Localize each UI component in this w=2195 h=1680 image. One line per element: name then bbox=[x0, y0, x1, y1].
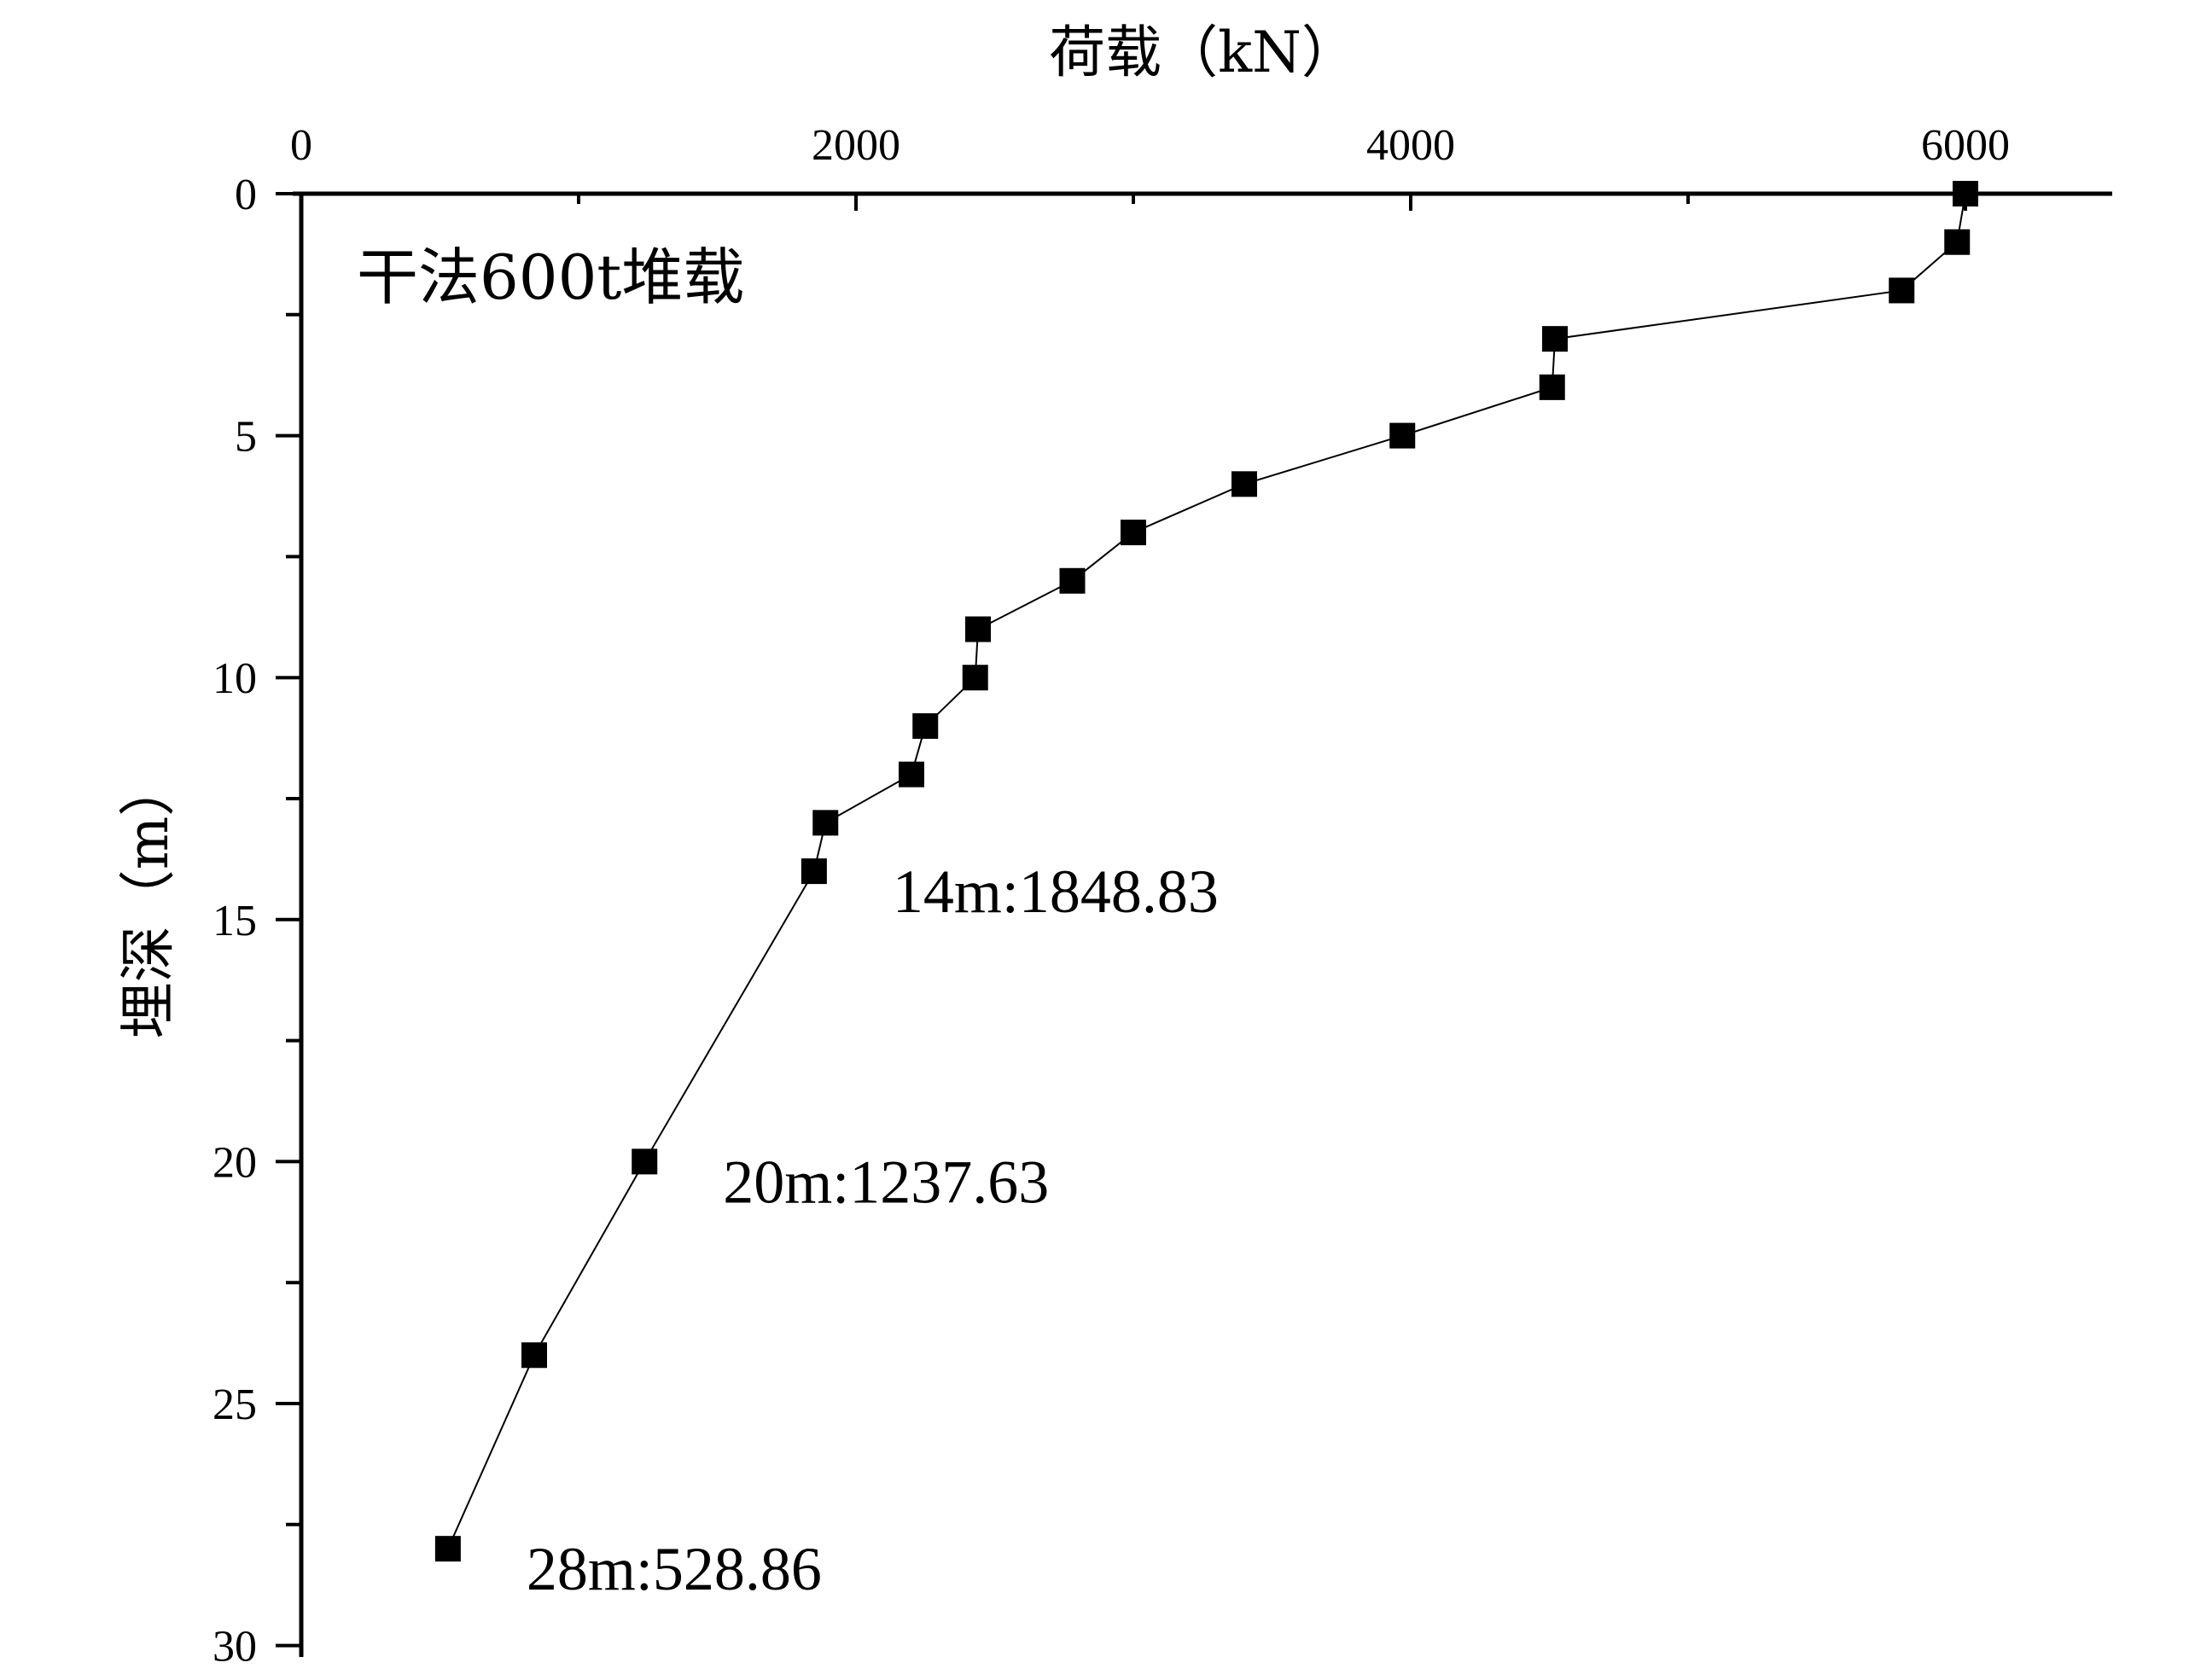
data-annotation: 14m:1848.83 bbox=[893, 857, 1219, 926]
y-axis-title: 埋深（m） bbox=[115, 760, 181, 1039]
chart-title: 干法600t堆载 bbox=[357, 241, 744, 313]
x-tick-label: 0 bbox=[290, 121, 312, 170]
series-line-segment bbox=[446, 1354, 535, 1549]
x-tick-label: 2000 bbox=[812, 121, 900, 170]
data-point-marker bbox=[1059, 567, 1086, 594]
series-line-segment bbox=[977, 579, 1073, 631]
x-tick-label: 6000 bbox=[1921, 121, 2010, 170]
data-annotation: 20m:1237.63 bbox=[723, 1148, 1049, 1216]
data-point-marker bbox=[1542, 326, 1568, 352]
series-markers bbox=[434, 181, 1978, 1562]
data-point-marker bbox=[1889, 277, 1915, 304]
series-line-segment bbox=[1243, 434, 1403, 485]
series-line-segment bbox=[533, 1160, 646, 1356]
y-axis-ticks: 0 5 10 15 20 25 30 bbox=[213, 171, 301, 1671]
data-point-marker bbox=[1231, 471, 1257, 497]
series-line-segment bbox=[1132, 483, 1245, 533]
x-axis-ticks: 0 2000 4000 6000 bbox=[290, 121, 2010, 211]
data-annotation: 28m:528.86 bbox=[527, 1535, 822, 1603]
data-point-marker bbox=[812, 810, 839, 836]
data-point-marker bbox=[1539, 374, 1565, 400]
data-point-marker bbox=[521, 1342, 547, 1369]
data-point-marker bbox=[962, 665, 988, 691]
y-tick-label: 25 bbox=[213, 1381, 257, 1429]
data-point-marker bbox=[1953, 181, 1978, 206]
data-point-marker bbox=[632, 1148, 658, 1175]
y-tick-label: 5 bbox=[235, 413, 257, 462]
data-point-marker bbox=[801, 858, 827, 885]
y-tick-label: 10 bbox=[213, 654, 257, 703]
x-axis-title: 荷载（kN） bbox=[1049, 20, 1358, 85]
y-tick-label: 30 bbox=[213, 1623, 257, 1671]
data-point-marker bbox=[965, 616, 991, 642]
series-line-segment bbox=[1554, 289, 1902, 340]
series-line-segment bbox=[1401, 386, 1553, 437]
y-tick-label: 15 bbox=[213, 897, 257, 945]
x-tick-label: 4000 bbox=[1366, 121, 1455, 170]
series-line-segment bbox=[824, 773, 912, 824]
y-tick-label: 20 bbox=[213, 1138, 257, 1187]
data-point-marker bbox=[434, 1536, 461, 1562]
data-point-marker bbox=[1121, 520, 1146, 546]
data-point-marker bbox=[912, 712, 939, 739]
data-point-marker bbox=[1389, 422, 1416, 449]
series-line-segment bbox=[643, 870, 815, 1162]
data-point-marker bbox=[899, 761, 924, 788]
annotations: 14m:1848.83 20m:1237.63 28m:528.86 bbox=[527, 857, 1219, 1603]
y-tick-label: 0 bbox=[235, 171, 257, 219]
data-point-marker bbox=[1944, 229, 1971, 255]
